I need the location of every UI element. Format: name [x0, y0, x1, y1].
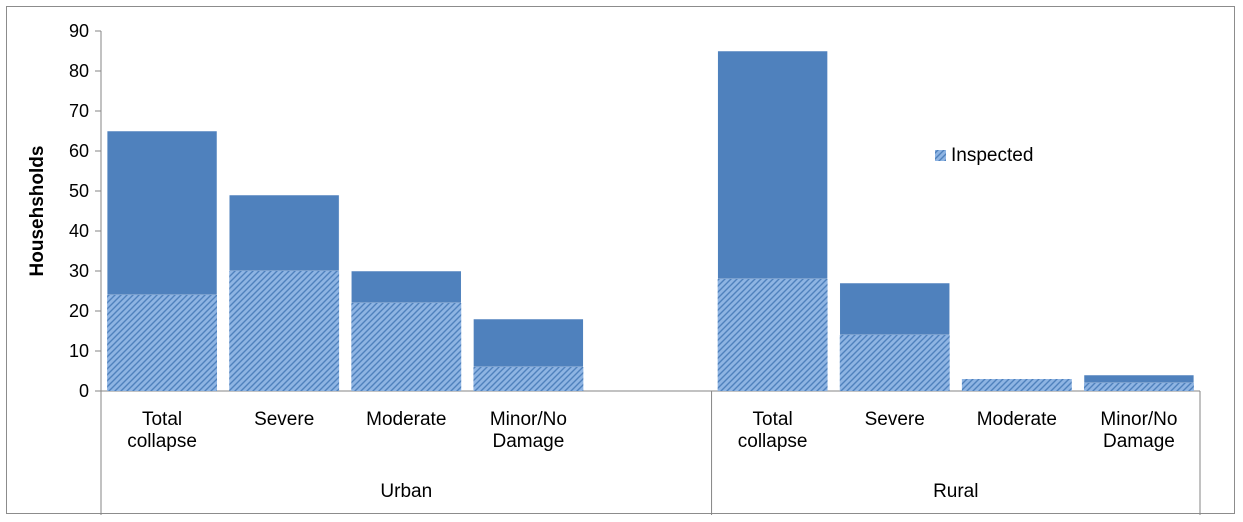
y-axis-title: Househsholds: [27, 146, 48, 277]
bar-remainder: [106, 130, 218, 296]
x-category-label: collapse: [738, 431, 808, 452]
group-label: Urban: [380, 481, 432, 502]
bars: [106, 50, 1195, 391]
y-tick-label: 80: [69, 61, 89, 81]
y-tick-label: 40: [69, 221, 89, 241]
bar-inspected: [961, 379, 1072, 391]
x-category-label: Damage: [1103, 431, 1175, 452]
legend-swatch: [935, 150, 946, 161]
legend-label: Inspected: [951, 145, 1033, 166]
x-category-label: Minor/No: [1100, 409, 1177, 430]
bar-inspected: [351, 303, 462, 391]
bar-inspected: [839, 335, 950, 391]
bar-remainder: [351, 270, 462, 304]
group-label: Rural: [933, 481, 978, 502]
legend: Inspected: [935, 145, 1033, 166]
bar-inspected: [473, 367, 584, 391]
x-category-label: Moderate: [977, 409, 1057, 430]
bar-remainder: [839, 282, 950, 336]
x-category-label: Total: [142, 409, 182, 430]
x-category-label: Damage: [492, 431, 564, 452]
x-category-label: Total: [753, 409, 793, 430]
bar-inspected: [717, 279, 828, 391]
bar-chart: 0102030405060708090HousehsholdsTotalcoll…: [27, 21, 1201, 515]
x-category-label: collapse: [127, 431, 197, 452]
x-category-label: Severe: [865, 409, 925, 430]
y-tick-label: 10: [69, 341, 89, 361]
bar-inspected: [1083, 383, 1194, 391]
y-tick-label: 50: [69, 181, 89, 201]
bar-inspected: [107, 295, 218, 391]
x-category-label: Moderate: [366, 409, 446, 430]
bar-remainder: [1083, 374, 1195, 384]
x-category-label: Severe: [254, 409, 314, 430]
labels: 0102030405060708090HousehsholdsTotalcoll…: [27, 21, 1177, 502]
y-tick-label: 30: [69, 261, 89, 281]
y-tick-label: 0: [79, 381, 89, 401]
y-tick-label: 60: [69, 141, 89, 161]
y-tick-label: 70: [69, 101, 89, 121]
y-tick-label: 90: [69, 21, 89, 41]
chart-frame: 0 10 20 30 40 50 60 70 80 90 Househsholds Total coll…: [6, 6, 1235, 515]
bar-inspected: [229, 271, 340, 391]
x-category-label: Minor/No: [490, 409, 567, 430]
bar-remainder: [717, 50, 828, 280]
bar-remainder: [228, 194, 340, 272]
y-tick-label: 20: [69, 301, 89, 321]
bar-remainder: [473, 318, 584, 368]
